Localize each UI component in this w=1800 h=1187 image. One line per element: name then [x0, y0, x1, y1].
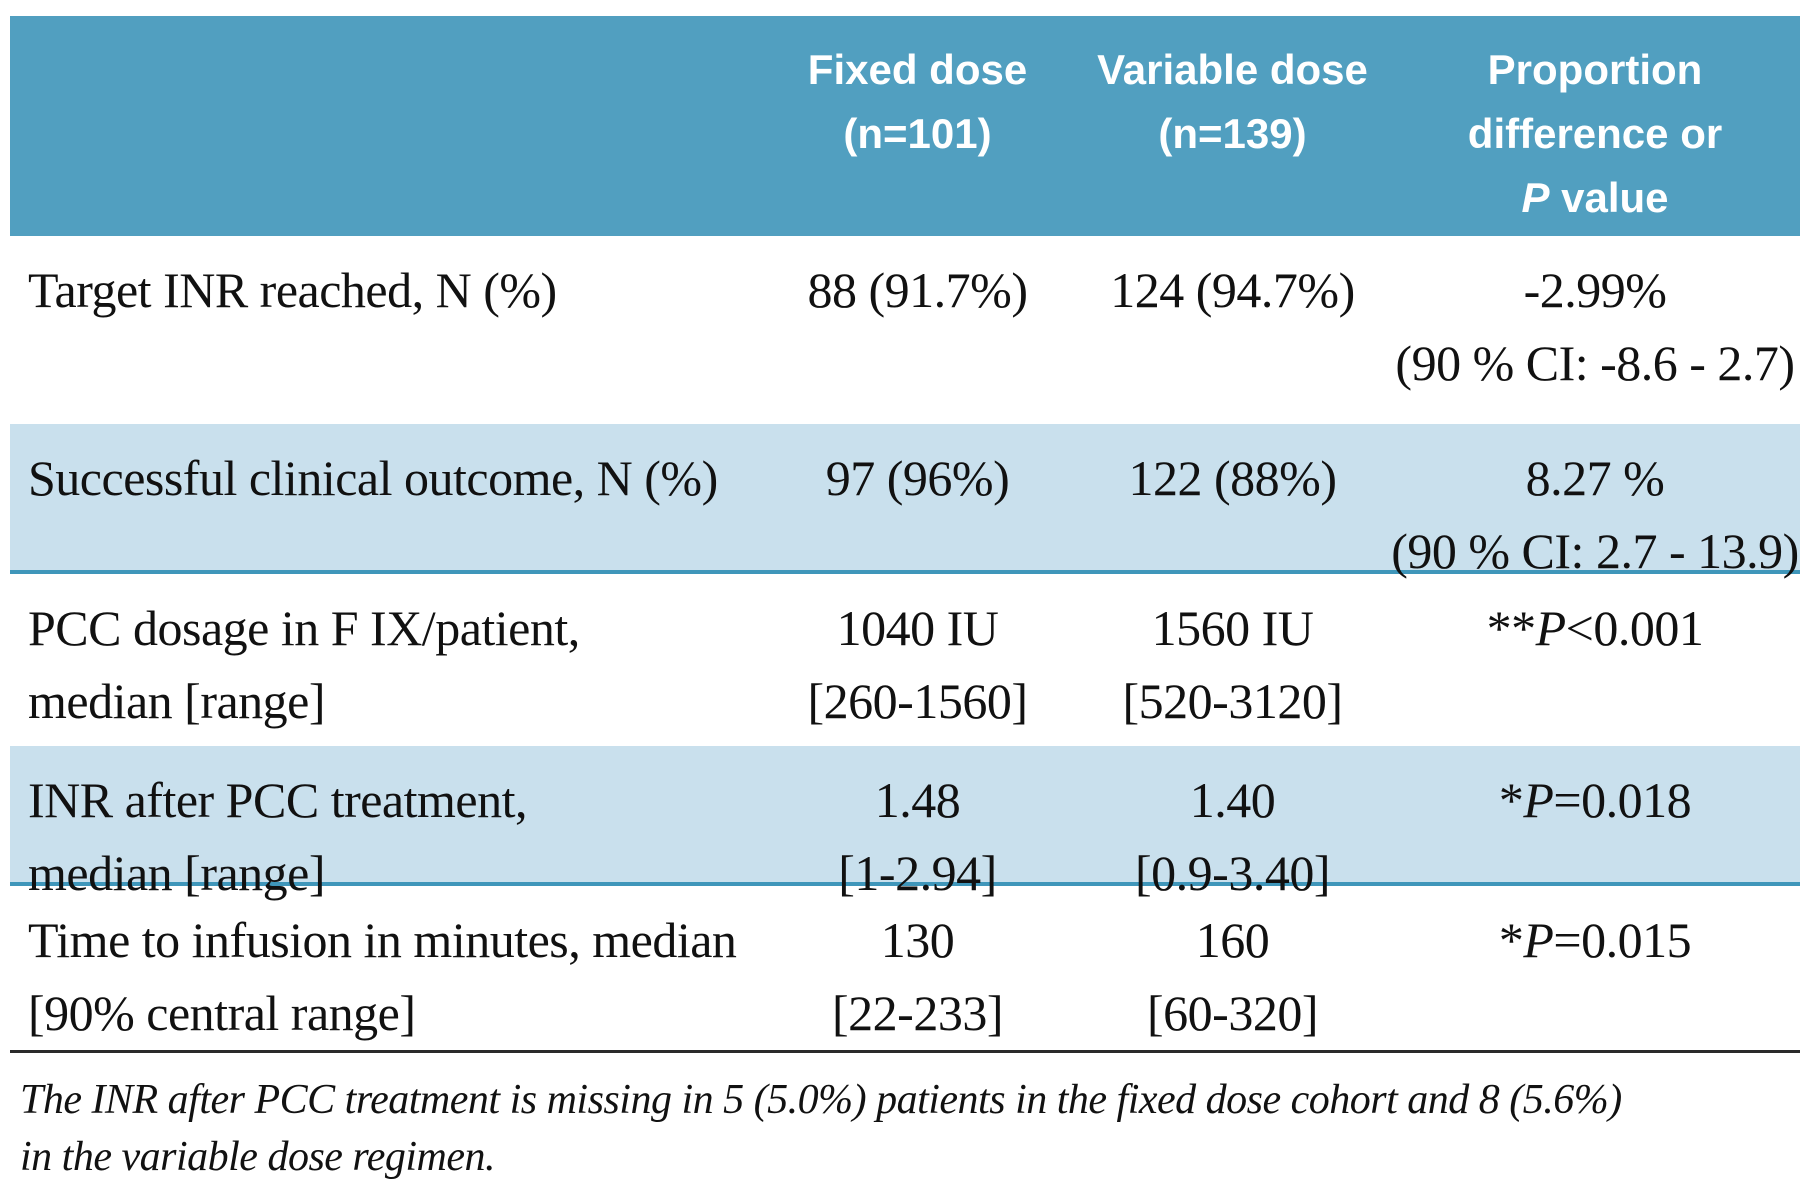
- label-line: median [range]: [28, 845, 326, 901]
- label-line: INR after PCC treatment,: [28, 772, 528, 828]
- header-line: difference or: [1467, 110, 1723, 157]
- table-row: Target INR reached, N (%) 88 (91.7%) 124…: [10, 236, 1800, 424]
- header-proportion-p-value: Proportion difference or P value: [1390, 16, 1800, 236]
- label-line: [90% central range]: [28, 985, 416, 1041]
- value-line: [22-233]: [832, 985, 1003, 1041]
- row-label-cell: INR after PCC treatment, median [range]: [10, 746, 760, 910]
- header-line: Proportion: [1487, 46, 1703, 93]
- italic-p: P: [1521, 174, 1550, 221]
- p-value-cell: 8.27 % (90 % CI: 2.7 - 13.9): [1390, 424, 1800, 588]
- footnote-line: in the variable dose regimen.: [20, 1134, 496, 1180]
- fixed-dose-cell: 97 (96%): [760, 424, 1075, 588]
- header-p-rest: value: [1549, 174, 1669, 221]
- table-row: Time to infusion in minutes, median [90%…: [10, 886, 1800, 1053]
- row-label-cell: Time to infusion in minutes, median [90%…: [10, 886, 760, 1050]
- italic-p: P: [1523, 912, 1554, 968]
- table-row: PCC dosage in F IX/patient, median [rang…: [10, 574, 1800, 746]
- value-line: 124 (94.7%): [1110, 262, 1355, 318]
- value-line: 8.27 %: [1525, 450, 1665, 506]
- value-line: 160: [1195, 912, 1270, 968]
- value-line: [60-320]: [1147, 985, 1318, 1041]
- row-label-cell: Target INR reached, N (%): [10, 236, 760, 424]
- fixed-dose-cell: 88 (91.7%): [760, 236, 1075, 424]
- value-line: 1040 IU: [836, 600, 999, 656]
- value-line: 130: [880, 912, 955, 968]
- header-empty-cell: [10, 16, 760, 236]
- label-line: median [range]: [28, 673, 326, 729]
- value-line: 88 (91.7%): [807, 262, 1028, 318]
- label-line: Target INR reached, N (%): [28, 262, 557, 318]
- variable-dose-cell: 124 (94.7%): [1075, 236, 1390, 424]
- row-label-cell: Successful clinical outcome, N (%): [10, 424, 760, 588]
- fixed-dose-cell: 130 [22-233]: [760, 886, 1075, 1050]
- outcomes-table: Fixed dose (n=101) Variable dose (n=139)…: [10, 16, 1800, 1053]
- significance-stars: *: [1498, 772, 1524, 828]
- row-label-cell: PCC dosage in F IX/patient, median [rang…: [10, 574, 760, 746]
- footnote-line: The INR after PCC treatment is missing i…: [20, 1077, 1622, 1123]
- value-line: 1.48: [874, 772, 961, 828]
- table-row: INR after PCC treatment, median [range] …: [10, 746, 1800, 901]
- table-footnote: The INR after PCC treatment is missing i…: [20, 1072, 1790, 1186]
- value-line: *P=0.018: [1390, 764, 1800, 837]
- p-value-text: =0.018: [1553, 772, 1692, 828]
- p-value-cell: *P=0.015: [1390, 886, 1800, 1050]
- table-header-row: Fixed dose (n=101) Variable dose (n=139)…: [10, 16, 1800, 236]
- value-line: 1560 IU: [1151, 600, 1314, 656]
- fixed-dose-cell: 1.48 [1-2.94]: [760, 746, 1075, 910]
- header-fixed-dose: Fixed dose (n=101): [760, 16, 1075, 236]
- value-line: *P=0.015: [1390, 904, 1800, 977]
- header-variable-dose: Variable dose (n=139): [1075, 16, 1390, 236]
- italic-p: P: [1523, 772, 1554, 828]
- header-line: P value: [1390, 166, 1800, 230]
- p-value-cell: -2.99% (90 % CI: -8.6 - 2.7): [1390, 236, 1800, 424]
- value-line: [260-1560]: [807, 673, 1028, 729]
- p-value-text: <0.001: [1565, 600, 1704, 656]
- variable-dose-cell: 1.40 [0.9-3.40]: [1075, 746, 1390, 910]
- label-line: Successful clinical outcome, N (%): [28, 450, 718, 506]
- value-line: 97 (96%): [825, 450, 1010, 506]
- italic-p: P: [1535, 600, 1567, 656]
- significance-stars: **: [1486, 600, 1537, 656]
- header-line: (n=101): [843, 110, 992, 157]
- variable-dose-cell: 1560 IU [520-3120]: [1075, 574, 1390, 746]
- header-line: Fixed dose: [807, 46, 1028, 93]
- value-line: **P<0.001: [1390, 592, 1800, 665]
- p-value-cell: **P<0.001: [1390, 574, 1800, 746]
- value-line: -2.99%: [1523, 262, 1667, 318]
- p-value-cell: *P=0.018: [1390, 746, 1800, 910]
- value-line: [1-2.94]: [838, 845, 997, 901]
- value-line: [520-3120]: [1122, 673, 1343, 729]
- fixed-dose-cell: 1040 IU [260-1560]: [760, 574, 1075, 746]
- header-line: (n=139): [1158, 110, 1307, 157]
- value-line: [0.9-3.40]: [1135, 845, 1330, 901]
- variable-dose-cell: 122 (88%): [1075, 424, 1390, 588]
- label-line: PCC dosage in F IX/patient,: [28, 600, 580, 656]
- significance-stars: *: [1498, 912, 1524, 968]
- p-value-text: =0.015: [1553, 912, 1692, 968]
- value-line: (90 % CI: 2.7 - 13.9): [1391, 523, 1799, 579]
- value-line: 1.40: [1189, 772, 1276, 828]
- table-row: Successful clinical outcome, N (%) 97 (9…: [10, 424, 1800, 579]
- value-line: 122 (88%): [1128, 450, 1337, 506]
- value-line: (90 % CI: -8.6 - 2.7): [1395, 335, 1795, 391]
- label-line: Time to infusion in minutes, median: [28, 912, 737, 968]
- header-line: Variable dose: [1097, 46, 1368, 93]
- variable-dose-cell: 160 [60-320]: [1075, 886, 1390, 1050]
